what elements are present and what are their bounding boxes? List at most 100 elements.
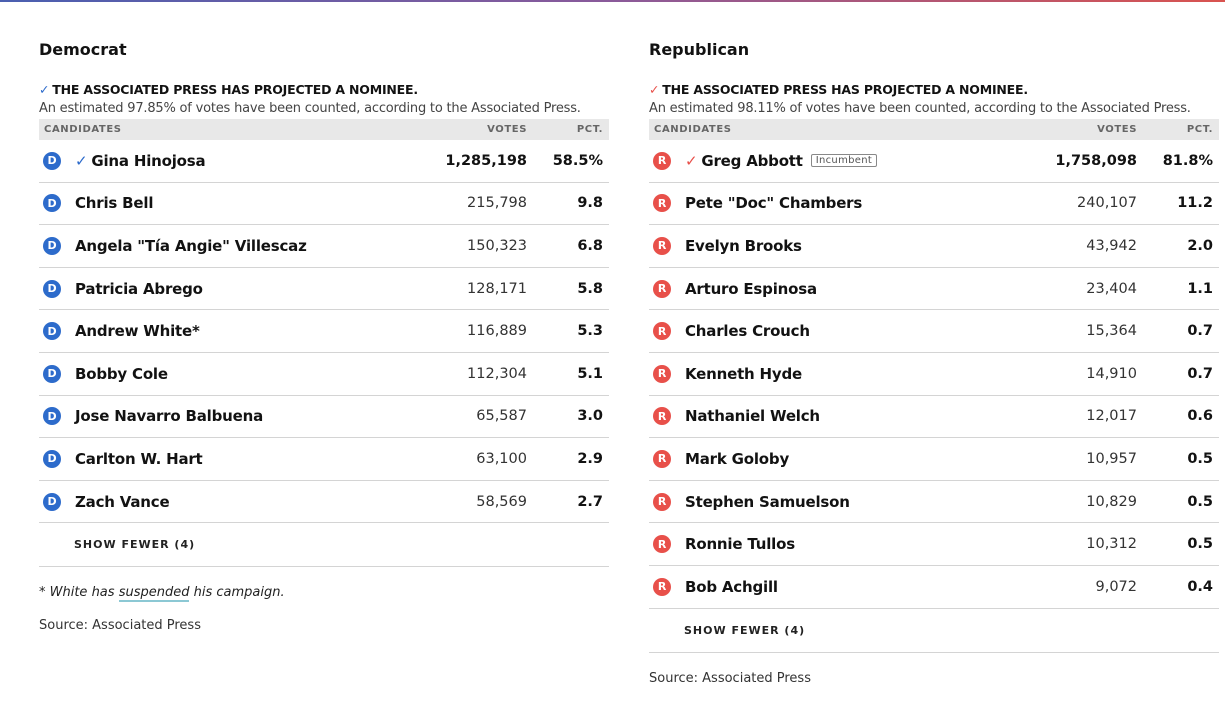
candidate-row: R Arturo Espinosa 23,404 1.1 xyxy=(649,268,1219,311)
candidate-name: Greg Abbott xyxy=(701,151,803,170)
winner-check-icon: ✓ xyxy=(75,151,88,170)
header-votes: VOTES xyxy=(487,124,527,135)
show-fewer-button[interactable]: SHOW FEWER (4) xyxy=(39,523,609,568)
candidate-pct: 5.1 xyxy=(577,365,603,382)
candidate-pct: 3.0 xyxy=(577,408,603,425)
party-badge-icon: D xyxy=(43,407,61,426)
candidate-row: D Jose Navarro Balbuena 65,587 3.0 xyxy=(39,396,609,439)
candidate-cell: D Angela "Tía Angie" Villescaz xyxy=(39,236,407,255)
candidate-row: D Angela "Tía Angie" Villescaz 150,323 6.8 xyxy=(39,225,609,268)
party-badge-icon: R xyxy=(653,492,671,511)
footnote: * White has suspended his campaign. xyxy=(39,585,609,603)
candidate-name: Arturo Espinosa xyxy=(685,279,817,298)
candidate-name: Andrew White* xyxy=(75,322,200,341)
candidate-cell: D Andrew White* xyxy=(39,322,407,341)
footnote-text: * White has xyxy=(39,585,119,601)
candidate-votes: 116,889 xyxy=(467,323,527,340)
candidate-votes: 240,107 xyxy=(1077,195,1137,212)
candidate-cell: D Zach Vance xyxy=(39,492,407,511)
header-pct: PCT. xyxy=(576,124,603,135)
candidate-cell: R ✓ Greg Abbott Incumbent xyxy=(649,151,1017,170)
projection-notice: ✓ THE ASSOCIATED PRESS HAS PROJECTED A NO… xyxy=(39,82,609,97)
party-badge-icon: R xyxy=(653,322,671,341)
candidate-votes: 12,017 xyxy=(1086,408,1137,425)
candidate-name: Bobby Cole xyxy=(75,364,168,383)
candidate-cell: R Arturo Espinosa xyxy=(649,279,1017,298)
candidate-row: R ✓ Greg Abbott Incumbent 1,758,098 81.8% xyxy=(649,140,1219,183)
candidate-name: Chris Bell xyxy=(75,194,154,213)
party-title: Republican xyxy=(649,40,750,59)
candidate-cell: R Ronnie Tullos xyxy=(649,535,1017,554)
party-badge-icon: D xyxy=(43,279,61,298)
candidate-row: R Pete "Doc" Chambers 240,107 11.2 xyxy=(649,183,1219,226)
candidate-pct: 11.2 xyxy=(1177,195,1213,212)
incumbent-badge: Incumbent xyxy=(810,154,878,168)
party-title: Democrat xyxy=(39,40,127,59)
candidate-row: D ✓ Gina Hinojosa 1,285,198 58.5% xyxy=(39,140,609,183)
candidate-pct: 5.8 xyxy=(577,280,603,297)
candidate-pct: 81.8% xyxy=(1162,152,1213,169)
candidate-votes: 23,404 xyxy=(1086,280,1137,297)
candidate-cell: D Patricia Abrego xyxy=(39,279,407,298)
projection-text: THE ASSOCIATED PRESS HAS PROJECTED A NOM… xyxy=(52,82,418,97)
candidate-pct: 2.9 xyxy=(577,450,603,467)
party-badge-icon: D xyxy=(43,194,61,213)
party-badge-icon: D xyxy=(43,236,61,255)
show-fewer-button[interactable]: SHOW FEWER (4) xyxy=(649,609,1219,653)
header-candidates: CANDIDATES xyxy=(654,124,732,135)
candidate-pct: 6.8 xyxy=(577,237,603,254)
candidate-cell: R Evelyn Brooks xyxy=(649,236,1017,255)
candidate-name: Stephen Samuelson xyxy=(685,492,850,511)
candidate-pct: 58.5% xyxy=(552,152,603,169)
candidate-cell: D Chris Bell xyxy=(39,194,407,213)
candidate-votes: 150,323 xyxy=(467,237,527,254)
source-note: Source: Associated Press xyxy=(39,618,201,634)
check-icon: ✓ xyxy=(649,82,660,97)
party-badge-icon: D xyxy=(43,449,61,468)
candidate-name: Jose Navarro Balbuena xyxy=(75,407,263,426)
header-candidates: CANDIDATES xyxy=(44,124,122,135)
party-badge-icon: D xyxy=(43,492,61,511)
candidate-pct: 5.3 xyxy=(577,323,603,340)
top-accent-bar xyxy=(0,0,1225,2)
candidate-cell: D Jose Navarro Balbuena xyxy=(39,407,407,426)
table-header: CANDIDATES VOTES PCT. xyxy=(39,119,609,140)
candidate-row: D Carlton W. Hart 63,100 2.9 xyxy=(39,438,609,481)
candidate-pct: 2.0 xyxy=(1187,237,1213,254)
candidate-name: Pete "Doc" Chambers xyxy=(685,194,863,213)
candidate-row: D Andrew White* 116,889 5.3 xyxy=(39,310,609,353)
candidate-row: R Evelyn Brooks 43,942 2.0 xyxy=(649,225,1219,268)
source-note: Source: Associated Press xyxy=(649,670,811,686)
candidate-row: R Nathaniel Welch 12,017 0.6 xyxy=(649,396,1219,439)
results-table: D ✓ Gina Hinojosa 1,285,198 58.5% D Chris Bell… xyxy=(39,140,609,524)
candidate-name: Angela "Tía Angie" Villescaz xyxy=(75,236,307,255)
party-badge-icon: R xyxy=(653,407,671,426)
candidate-votes: 63,100 xyxy=(476,450,527,467)
candidate-pct: 0.5 xyxy=(1187,536,1213,553)
candidate-name: Zach Vance xyxy=(75,492,170,511)
party-badge-icon: D xyxy=(43,322,61,341)
candidate-pct: 9.8 xyxy=(577,195,603,212)
candidate-row: D Chris Bell 215,798 9.8 xyxy=(39,183,609,226)
candidate-votes: 10,312 xyxy=(1086,536,1137,553)
candidate-cell: R Nathaniel Welch xyxy=(649,407,1017,426)
candidate-row: R Mark Goloby 10,957 0.5 xyxy=(649,438,1219,481)
candidate-row: R Ronnie Tullos 10,312 0.5 xyxy=(649,523,1219,566)
check-icon: ✓ xyxy=(39,82,50,97)
candidate-name: Evelyn Brooks xyxy=(685,236,802,255)
projection-text: THE ASSOCIATED PRESS HAS PROJECTED A NOM… xyxy=(662,82,1028,97)
votes-counted-estimate: An estimated 97.85% of votes have been c… xyxy=(39,101,581,116)
candidate-cell: R Bob Achgill xyxy=(649,577,1017,596)
republican-results: Republican ✓ THE ASSOCIATED PRESS HAS PRO… xyxy=(649,40,1219,686)
candidate-votes: 128,171 xyxy=(467,280,527,297)
party-badge-icon: R xyxy=(653,279,671,298)
table-header: CANDIDATES VOTES PCT. xyxy=(649,119,1219,140)
candidate-pct: 2.7 xyxy=(577,493,603,510)
candidate-votes: 9,072 xyxy=(1095,578,1137,595)
suspended-link[interactable]: suspended xyxy=(118,585,190,603)
candidate-row: D Bobby Cole 112,304 5.1 xyxy=(39,353,609,396)
candidate-row: R Stephen Samuelson 10,829 0.5 xyxy=(649,481,1219,524)
candidate-pct: 0.5 xyxy=(1187,450,1213,467)
candidate-name: Nathaniel Welch xyxy=(685,407,820,426)
party-badge-icon: R xyxy=(653,236,671,255)
